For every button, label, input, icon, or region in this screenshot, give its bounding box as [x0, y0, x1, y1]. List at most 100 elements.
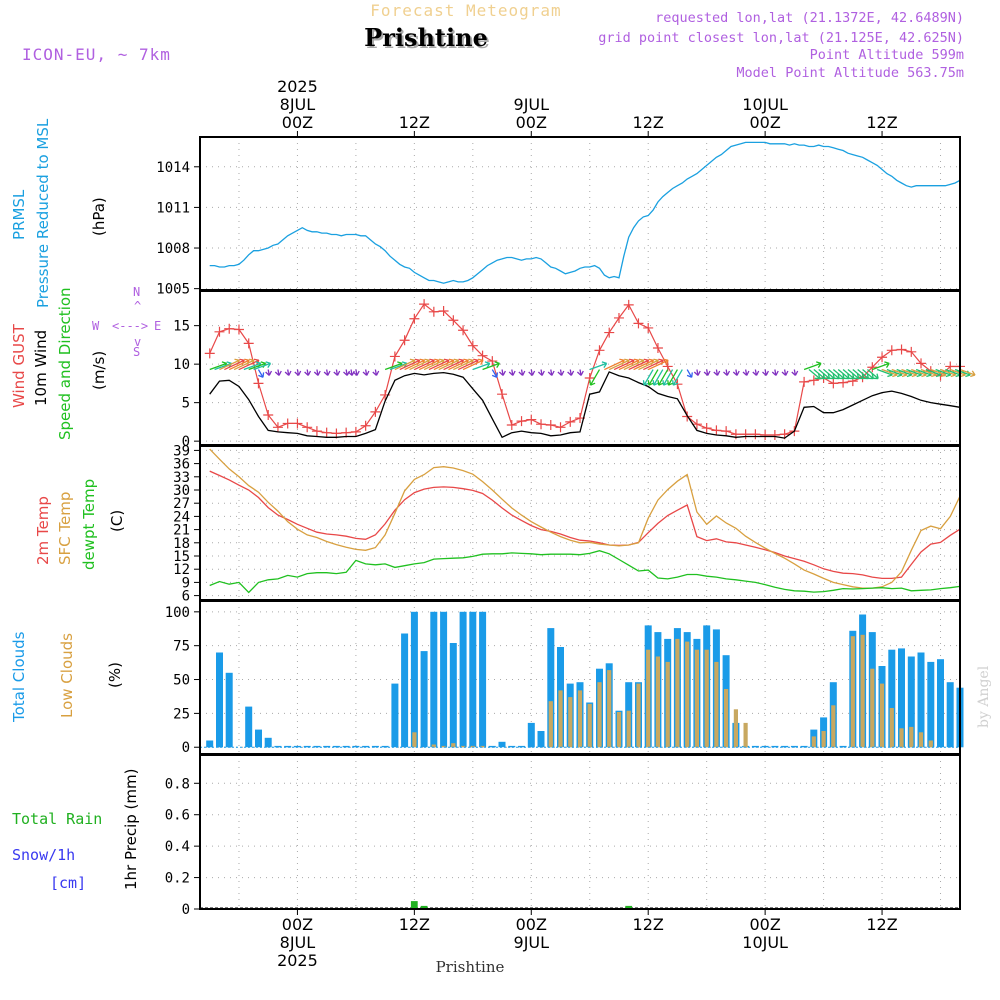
wind-arrow [959, 368, 976, 376]
wind-arrow [618, 359, 640, 371]
gust-marker [565, 416, 576, 427]
wind-arrow [638, 359, 659, 371]
ytick-label: 1008 [156, 241, 190, 257]
total-cloud-bar [888, 649, 896, 748]
wind-arrow [647, 359, 669, 371]
top-time-label: 9JUL [514, 95, 550, 114]
low-cloud-bar [597, 682, 602, 748]
total-cloud-bar [479, 611, 487, 748]
low-cloud-bar [879, 683, 885, 748]
model-label: ICON-EU, ~ 7km [22, 45, 171, 64]
gust-marker [399, 335, 410, 346]
wind-arrow [823, 369, 835, 380]
gust-marker [253, 378, 264, 389]
wind-arrow [886, 368, 903, 376]
low-cloud-bar [675, 638, 680, 748]
top-time-label: 2025 [277, 77, 318, 96]
wind-arrow [453, 359, 474, 371]
wind-arrow [257, 369, 264, 378]
sfc-label: SFC Temp [56, 492, 74, 565]
wind-arrowhead [323, 370, 331, 376]
wind-arrow [945, 368, 961, 376]
low-cloud-bar [685, 641, 690, 748]
wind-arrow [253, 362, 271, 371]
pressure-labels: PRMSL Pressure Reduced to MSL (hPa) [10, 118, 108, 308]
total-cloud-bar [323, 745, 331, 748]
wind-10m-label: 10m Wind [32, 330, 50, 406]
wind-arrow [911, 368, 927, 376]
wind-arrowhead [662, 380, 669, 386]
gust-marker [623, 299, 634, 310]
gust-marker [808, 375, 819, 386]
temp-labels: 2m Temp SFC Temp dewpt Temp (C) [34, 479, 126, 570]
low-cloud-bar [587, 703, 592, 748]
wind-arrowhead [498, 370, 506, 376]
low-cloud-bar [724, 689, 729, 748]
wind-arrow [423, 359, 445, 371]
wind-arrow [394, 359, 416, 371]
wind-arrow [248, 362, 266, 371]
wind-arrowhead [732, 370, 740, 376]
ytick-label: 0 [182, 740, 190, 756]
low-cloud-bar [616, 712, 622, 748]
bottom-time-label: 12Z [399, 915, 430, 934]
wind-arrowhead [372, 370, 380, 376]
wind-arrowhead [343, 370, 351, 376]
total-cloud-bar [430, 611, 438, 748]
wind-arrowhead [352, 370, 360, 376]
wind-arrow [433, 359, 455, 371]
ytick-label: 0.2 [165, 871, 190, 887]
wind-arrow [862, 369, 874, 380]
wind-arrowhead [686, 372, 693, 378]
wind-arrowhead [819, 373, 826, 380]
wind-arrow [491, 369, 498, 378]
ytick-label: 50 [173, 673, 190, 689]
wind-arrow [472, 362, 490, 371]
gust-marker [877, 352, 888, 363]
wind-arrow [663, 369, 674, 386]
ytick-label: 39 [173, 443, 190, 459]
low-cloud-bar [412, 732, 417, 748]
low-cloud-bar [558, 690, 563, 748]
low-cloud-bar [850, 636, 855, 748]
wind-arrowhead [557, 370, 565, 376]
gust-marker [409, 313, 420, 324]
ytick-label: 0.4 [165, 839, 190, 855]
wind-arrow [604, 359, 625, 371]
ytick-label: 15 [173, 319, 190, 335]
gust-marker [545, 419, 556, 430]
total-cloud-bar [206, 740, 214, 748]
wind-arrowhead [667, 380, 674, 386]
wind-arrowhead [647, 380, 654, 386]
wind-arrowhead [742, 370, 750, 376]
top-time-label: 8JUL [280, 95, 316, 114]
wind-arrowhead [294, 370, 302, 376]
total-cloud-bar [293, 745, 301, 748]
gust-marker [701, 423, 712, 434]
total-cloud-bar [264, 737, 272, 748]
wind-arrow [813, 369, 825, 380]
wind-arrow [428, 359, 450, 371]
ytick-label: 1005 [156, 282, 190, 298]
wind-arrow [438, 359, 459, 371]
wind-arrowhead [752, 370, 760, 376]
top-time-label: 00Z [282, 113, 313, 132]
ytick-label: 25 [173, 706, 190, 722]
point-altitude: Point Altitude 599m [810, 47, 964, 63]
low-cloud-bar [870, 668, 875, 748]
ytick-label: 10 [173, 357, 190, 373]
wind-arrow [633, 359, 654, 371]
low-cloud-bar [704, 649, 709, 748]
low-cloud-bar [470, 745, 475, 748]
low-cloud-bar [909, 726, 914, 748]
data-layer [200, 141, 976, 909]
bottom-time-label: 10JUL [742, 933, 788, 952]
low-cloud-bar [714, 661, 719, 748]
pressure-reduced-label: Pressure Reduced to MSL [34, 118, 52, 308]
gust-marker [389, 351, 400, 362]
gust-marker [750, 429, 761, 440]
total-cloud-bar [284, 745, 292, 748]
dewpt-line [209, 550, 961, 594]
total-cloud-bar [518, 745, 525, 748]
wind-arrowhead [576, 370, 584, 376]
